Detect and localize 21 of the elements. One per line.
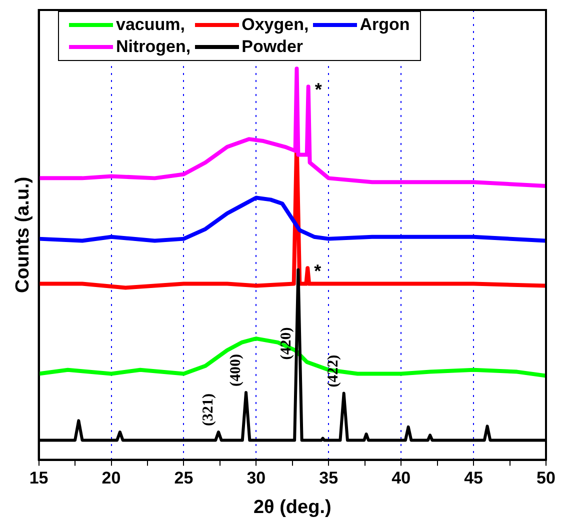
x-tick-label: 40: [392, 468, 411, 488]
x-tick-label: 45: [464, 468, 484, 488]
annotation: (400): [228, 354, 244, 387]
legend-label: Nitrogen,: [116, 37, 191, 57]
x-tick-label: 20: [102, 468, 121, 488]
annotation: (422): [326, 354, 342, 388]
annotation: *: [314, 261, 322, 282]
x-tick-label: 50: [536, 468, 556, 488]
legend-label: Oxygen,: [242, 15, 309, 35]
y-axis-title: Counts (a.u.): [12, 176, 34, 293]
legend-label: Powder: [242, 37, 304, 57]
legend-label: vacuum,: [116, 15, 185, 35]
x-tick-label: 25: [174, 468, 194, 488]
x-axis-title: 2θ (deg.): [253, 496, 332, 518]
x-tick-label: 30: [246, 468, 266, 488]
x-tick-label: 35: [319, 468, 338, 488]
annotation: (420): [278, 327, 295, 360]
legend-label: Argon: [360, 15, 410, 35]
x-tick-label: 15: [29, 468, 48, 488]
annotation: (321): [200, 394, 216, 426]
annotation: *: [314, 80, 322, 100]
